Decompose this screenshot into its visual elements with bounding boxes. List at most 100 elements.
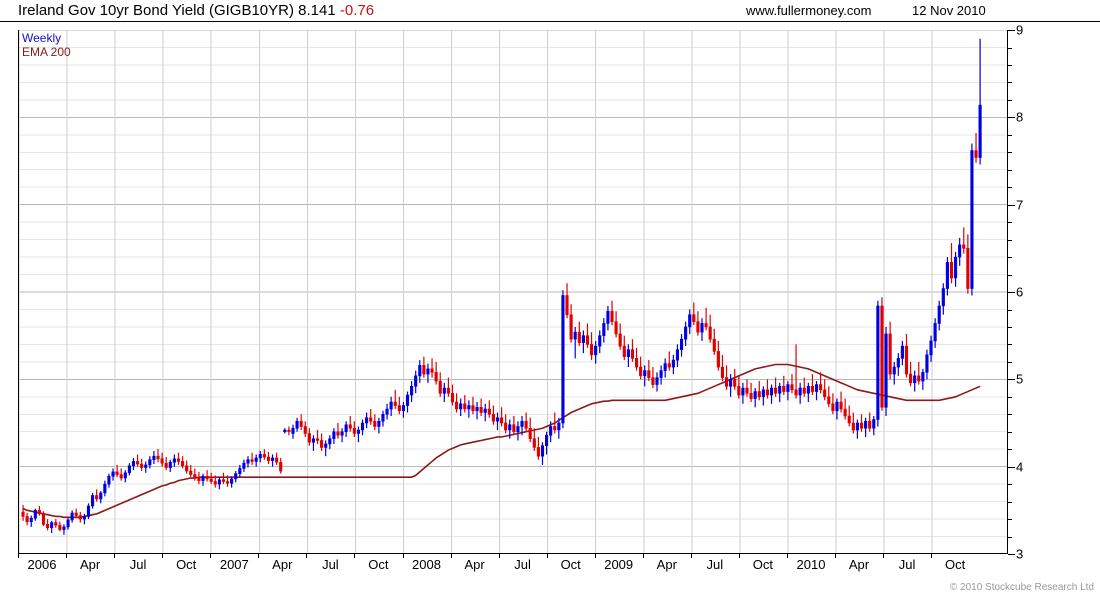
x-axis-tick-label: 2010	[796, 557, 826, 572]
y-tick-minor	[1008, 449, 1012, 451]
y-tick-minor	[1008, 187, 1012, 189]
y-tick-minor	[1008, 134, 1012, 136]
y-tick-minor	[1008, 47, 1012, 49]
x-axis-tick-label: Oct	[176, 557, 197, 572]
x-axis-tick-label: Oct	[752, 557, 774, 572]
x-tick	[354, 554, 356, 558]
y-axis-tick-label: 8	[1016, 109, 1024, 125]
y-tick-minor	[1008, 222, 1012, 224]
y-tick-minor	[1008, 536, 1012, 538]
candlestick-svg	[19, 30, 1007, 553]
copyright-notice: © 2010 Stockcube Research Ltd	[949, 582, 1094, 593]
x-axis-tick-label: Jul	[898, 557, 916, 572]
x-tick	[594, 554, 596, 558]
y-tick-minor	[1008, 309, 1012, 311]
x-tick	[306, 554, 308, 558]
header-divider	[0, 21, 1100, 22]
y-axis-tick-label: 6	[1016, 284, 1024, 300]
y-tick-minor	[1008, 519, 1012, 521]
price-chart-plot	[18, 30, 1008, 554]
candlesticks	[21, 38, 982, 535]
y-tick-major	[1008, 292, 1015, 293]
x-tick	[402, 554, 404, 558]
y-tick-minor	[1008, 169, 1012, 171]
x-tick	[498, 554, 500, 558]
y-tick-minor	[1008, 239, 1012, 241]
x-tick	[738, 554, 740, 558]
y-tick-minor	[1008, 396, 1012, 398]
plot-inner	[19, 30, 1007, 553]
legend-item-ema200: EMA 200	[22, 45, 71, 59]
x-axis-tick-label: Apr	[848, 557, 870, 572]
y-tick-minor	[1008, 326, 1012, 328]
y-axis-tick-label: 3	[1016, 546, 1024, 562]
x-tick	[546, 554, 548, 558]
y-tick-minor	[1008, 431, 1012, 433]
y-tick-major	[1008, 30, 1015, 31]
x-tick	[18, 554, 19, 558]
ema200-line	[22, 363, 981, 519]
y-tick-minor	[1008, 257, 1012, 259]
page-title: Ireland Gov 10yr Bond Yield (GIGB10YR) 8…	[18, 2, 374, 19]
y-tick-minor	[1008, 484, 1012, 486]
price-change: -0.76	[339, 2, 375, 19]
x-tick	[835, 554, 836, 558]
chart-date: 12 Nov 2010	[912, 3, 986, 18]
x-axis-tick-label: Jul	[322, 557, 339, 572]
x-axis-tick-label: Jul	[706, 557, 724, 572]
x-tick	[66, 554, 68, 558]
y-tick-major	[1008, 117, 1015, 119]
y-axis-tick-label: 5	[1016, 371, 1024, 387]
y-tick-minor	[1008, 274, 1012, 276]
x-tick	[114, 554, 116, 558]
x-tick	[883, 554, 884, 558]
instrument-title: Ireland Gov 10yr Bond Yield (GIGB10YR) 8…	[18, 2, 336, 19]
y-tick-minor	[1008, 82, 1012, 84]
legend-item-weekly: Weekly	[22, 31, 62, 45]
y-tick-major	[1008, 554, 1015, 555]
x-axis-tick-label: 2007	[219, 557, 249, 572]
x-axis-tick-label: Jul	[129, 557, 147, 572]
chart-legend: Weekly EMA 200	[22, 31, 71, 59]
x-tick	[162, 554, 164, 558]
y-tick-minor	[1008, 344, 1012, 346]
x-axis-tick-label: Oct	[368, 557, 389, 572]
x-axis-tick-label: Apr	[656, 557, 677, 572]
x-axis-tick-label: Apr	[272, 557, 293, 572]
y-axis-tick-label: 4	[1016, 459, 1024, 475]
x-axis-tick-label: Jul	[514, 557, 531, 572]
y-tick-major	[1008, 466, 1015, 468]
x-tick	[210, 554, 212, 558]
y-tick-minor	[1008, 501, 1012, 503]
chart-header: Ireland Gov 10yr Bond Yield (GIGB10YR) 8…	[0, 0, 1100, 22]
x-tick	[258, 554, 260, 558]
y-tick-major	[1008, 379, 1015, 381]
x-axis-tick-label: 2006	[27, 557, 57, 572]
y-tick-minor	[1008, 64, 1012, 66]
y-axis-tick-label: 9	[1016, 22, 1024, 38]
x-tick	[642, 554, 644, 558]
x-tick	[690, 554, 692, 558]
x-tick	[931, 554, 933, 558]
x-axis-labels: 2006 Apr Jul Oct 2007 Apr Jul Oct 2008 Apr Jul Oct 2…	[0, 557, 1100, 577]
y-tick-minor	[1008, 361, 1012, 363]
y-axis-labels: 3 4 5 6 7 8 9	[1012, 23, 1092, 562]
x-axis-tick-label: Apr	[79, 557, 101, 572]
x-axis-tick-label: 2009	[604, 557, 634, 572]
y-tick-minor	[1008, 414, 1012, 416]
x-axis-tick-label: Oct	[944, 557, 966, 572]
y-tick-minor	[1008, 152, 1012, 154]
site-url: www.fullermoney.com	[746, 3, 872, 18]
x-axis-tick-label: 2008	[412, 557, 441, 572]
y-axis-tick-label: 7	[1016, 197, 1024, 213]
y-tick-minor	[1008, 99, 1012, 101]
x-tick	[786, 554, 788, 558]
x-axis-tick-label: Oct	[560, 557, 581, 572]
y-axis-ticks	[1008, 30, 1016, 560]
x-axis-tick-label: Apr	[464, 557, 485, 572]
x-axis-ticks	[0, 554, 1100, 560]
y-tick-major	[1008, 204, 1015, 206]
grid-lines	[19, 30, 1007, 553]
x-tick	[450, 554, 452, 558]
